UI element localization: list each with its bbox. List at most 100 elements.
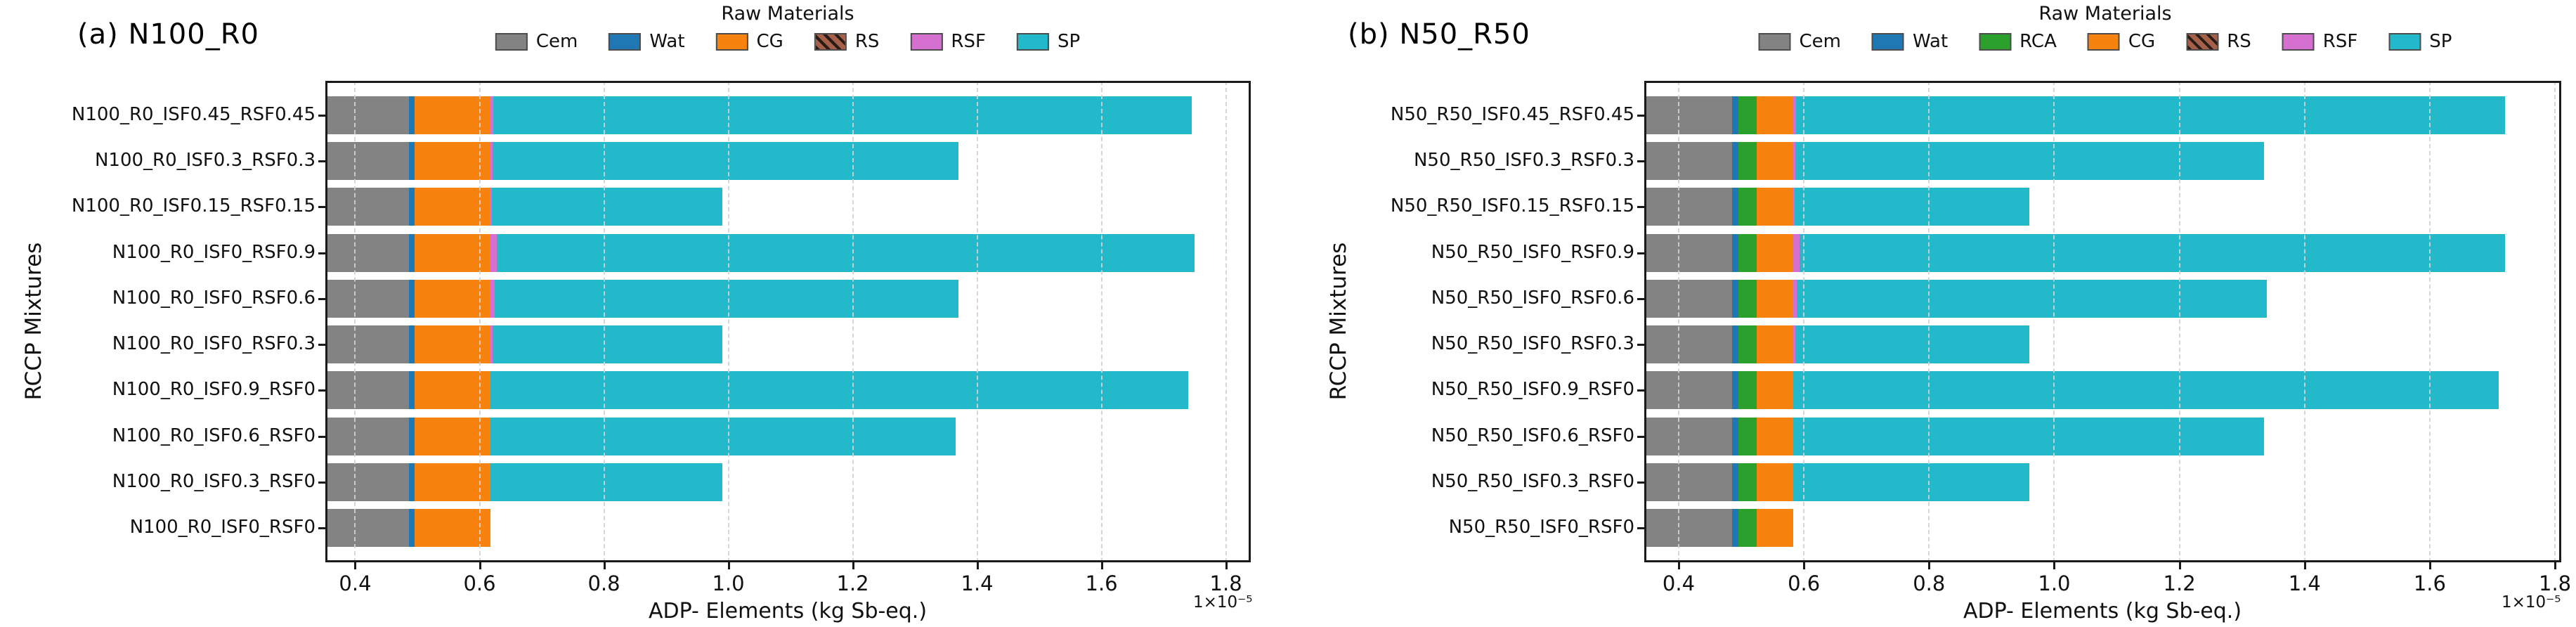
gridline — [1928, 81, 1930, 562]
bar-segment-sp — [1795, 96, 2505, 134]
legend-label: RS — [2227, 31, 2251, 52]
panel-a-title: (a) N100_R0 — [77, 18, 259, 51]
bar-segment-cg — [415, 509, 491, 548]
y-tickmark — [1637, 297, 1644, 300]
gridline — [2428, 81, 2431, 562]
rs-swatch — [814, 32, 847, 51]
bar-segment-sp — [493, 141, 958, 180]
bar-segment-cg — [1757, 96, 1793, 134]
sp-swatch — [1016, 32, 1049, 51]
legend-entry-rca: RCA — [1979, 31, 2057, 52]
ytick-label: N50_R50_ISF0_RSF0.9 — [1431, 241, 1634, 263]
ytick-label: N100_R0_ISF0_RSF0.3 — [112, 333, 316, 355]
x-tickmark — [1225, 562, 1228, 569]
bar-segment-cem — [1644, 233, 1732, 272]
gridline — [1225, 81, 1227, 562]
bar-segment-rca — [1738, 371, 1757, 410]
bar-segment-cem — [1644, 188, 1732, 226]
ytick-label: N100_R0_ISF0_RSF0.6 — [112, 287, 316, 309]
xtick-label: 0.8 — [587, 571, 620, 595]
gridline — [603, 81, 605, 562]
legend-entry-wat: Wat — [1871, 31, 1949, 52]
bar-segment-wat — [408, 417, 415, 455]
legend-label: Wat — [1912, 31, 1949, 52]
rs-swatch — [2186, 32, 2219, 51]
x-tickmark — [727, 562, 730, 569]
bar-segment-cg — [415, 463, 491, 502]
ytick-label: N50_R50_ISF0.3_RSF0.3 — [1413, 149, 1634, 171]
rsf-swatch — [2282, 32, 2315, 51]
bar-segment-wat — [408, 188, 415, 226]
x-tickmark — [2053, 562, 2056, 569]
ytick-label: N50_R50_ISF0_RSF0.6 — [1431, 287, 1634, 309]
legend-a-title: Raw Materials — [721, 3, 854, 25]
bar-segment-wat — [408, 509, 415, 548]
gridline — [2303, 81, 2305, 562]
bar-segment-cg — [415, 279, 491, 318]
bar-segment-sp — [494, 279, 958, 318]
legend-entry-cg: CG — [715, 31, 783, 52]
xtick-label: 0.8 — [1913, 571, 1946, 595]
y-tickmark — [1637, 206, 1644, 209]
ytick-label: N100_R0_ISF0.9_RSF0 — [112, 379, 316, 401]
y-tickmark — [1637, 481, 1644, 484]
legend-entry-cem: Cem — [495, 31, 578, 52]
x-tickmark — [852, 562, 854, 569]
ytick-label: N50_R50_ISF0.45_RSF0.45 — [1390, 103, 1634, 125]
bar-segment-sp — [493, 325, 722, 364]
bar-segment-rca — [1738, 233, 1757, 272]
cg-swatch — [2087, 32, 2120, 51]
xtick-label: 1.2 — [2163, 571, 2196, 595]
bar-segment-rsf — [1793, 141, 1795, 180]
bar-segment-sp — [497, 233, 1195, 272]
bar-segment-cem — [1644, 417, 1732, 455]
bar-segment-wat — [408, 96, 415, 134]
y-tickmark — [1637, 389, 1644, 392]
ytick-label: N100_R0_ISF0_RSF0 — [129, 517, 316, 538]
y-tickmark — [1637, 435, 1644, 438]
legend-a-entries: Cem Wat CG RS RSF SP — [495, 31, 1080, 52]
bar-segment-sp — [490, 417, 956, 455]
bar-segment-cg — [1757, 233, 1793, 272]
bar-segment-rca — [1738, 188, 1757, 226]
legend-entry-cg: CG — [2087, 31, 2155, 52]
bar-segment-cem — [1644, 325, 1732, 364]
panel-b-xlabel: ADP- Elements (kg Sb-eq.) — [1963, 599, 2242, 623]
gridline — [2053, 81, 2055, 562]
ytick-label: N100_R0_ISF0.15_RSF0.15 — [71, 195, 316, 217]
legend-entry-rs: RS — [814, 31, 879, 52]
bar-segment-cem — [325, 233, 409, 272]
bar-segment-cg — [1757, 188, 1793, 226]
gridline — [2554, 81, 2556, 562]
bar-segment-sp — [1795, 141, 2264, 180]
bar-segment-rsf — [1793, 233, 1800, 272]
xtick-label: 1.8 — [2539, 571, 2572, 595]
bar-segment-wat — [408, 371, 415, 410]
xtick-label: 0.4 — [1662, 571, 1696, 595]
legend-entry-wat: Wat — [609, 31, 685, 52]
bar-segment-rca — [1738, 141, 1757, 180]
bar-segment-wat — [1731, 509, 1739, 548]
cem-swatch — [1758, 32, 1791, 51]
bar-segment-wat — [1731, 188, 1739, 226]
bar-segment-cem — [1644, 96, 1732, 134]
bar-segment-rca — [1738, 463, 1757, 502]
bar-segment-rsf — [1793, 188, 1795, 226]
bar-segment-sp — [1795, 325, 2029, 364]
panel-b-ylabel: RCCP Mixtures — [1326, 242, 1351, 401]
bar-segment-sp — [492, 188, 722, 226]
y-tickmark — [318, 114, 325, 117]
xtick-label: 1.0 — [712, 571, 745, 595]
xtick-label: 0.4 — [339, 571, 372, 595]
legend-label: Cem — [535, 31, 578, 52]
bar-segment-sp — [1793, 371, 2499, 410]
gridline — [354, 81, 356, 562]
ytick-label: N50_R50_ISF0.6_RSF0 — [1431, 425, 1634, 446]
y-tickmark — [1637, 160, 1644, 162]
y-tickmark — [1637, 252, 1644, 254]
bar-segment-wat — [1731, 417, 1739, 455]
xtick-label: 0.6 — [1788, 571, 1821, 595]
bar-segment-cg — [1757, 463, 1793, 502]
bar-segment-cg — [1757, 417, 1793, 455]
bar-segment-rsf — [490, 96, 493, 134]
